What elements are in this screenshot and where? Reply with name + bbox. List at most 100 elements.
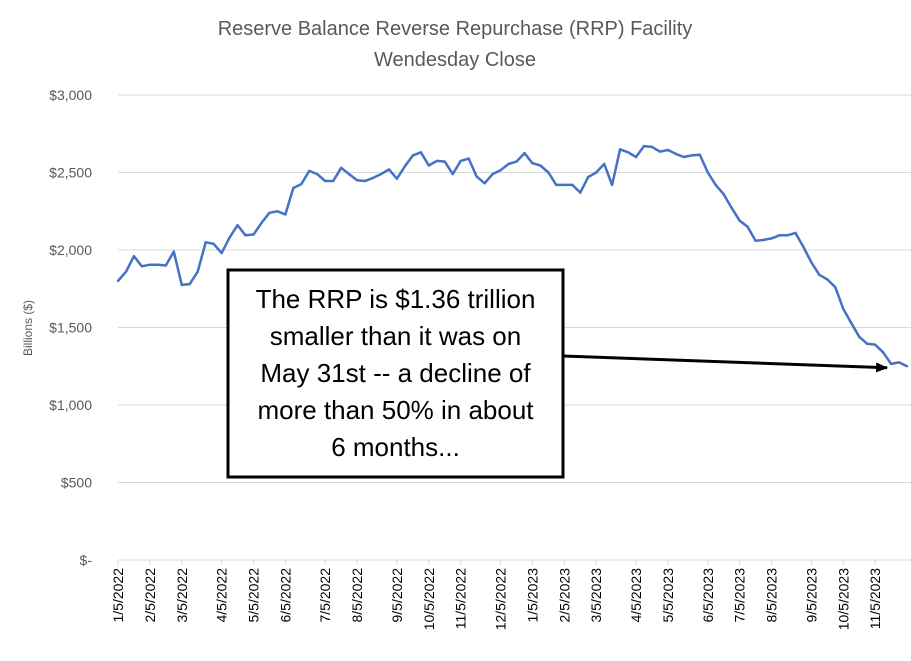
x-tick-label: 5/5/2023 bbox=[660, 568, 676, 623]
x-tick-label: 6/5/2022 bbox=[277, 568, 293, 623]
data-point bbox=[579, 191, 582, 194]
x-tick-label: 5/5/2022 bbox=[245, 568, 261, 623]
data-point bbox=[427, 164, 430, 167]
data-point bbox=[634, 155, 638, 159]
data-point bbox=[411, 154, 415, 157]
x-tick-label: 3/5/2022 bbox=[174, 568, 190, 623]
data-point bbox=[308, 169, 311, 173]
data-point bbox=[180, 283, 183, 287]
data-point bbox=[873, 343, 877, 346]
data-point bbox=[658, 150, 662, 153]
data-point bbox=[866, 342, 869, 345]
data-point bbox=[451, 172, 454, 176]
data-point bbox=[905, 365, 909, 368]
data-point bbox=[236, 224, 239, 227]
x-tick-label: 10/5/2022 bbox=[421, 568, 437, 630]
data-point bbox=[148, 263, 152, 266]
data-point bbox=[531, 162, 534, 165]
data-point bbox=[690, 154, 693, 157]
x-tick-label: 7/5/2023 bbox=[732, 568, 748, 623]
data-point bbox=[794, 231, 797, 235]
data-point bbox=[459, 159, 462, 163]
x-tick-label: 9/5/2022 bbox=[389, 568, 405, 623]
data-point bbox=[778, 234, 781, 237]
data-point bbox=[347, 172, 351, 176]
annotation-text-line: May 31st -- a decline of bbox=[260, 358, 531, 388]
data-point bbox=[260, 221, 263, 225]
data-point bbox=[563, 183, 566, 187]
annotation-box bbox=[226, 268, 565, 479]
x-tick-label: 12/5/2022 bbox=[493, 568, 509, 630]
data-point bbox=[156, 263, 159, 266]
data-point bbox=[300, 182, 303, 186]
data-point bbox=[881, 351, 885, 354]
data-point bbox=[268, 211, 271, 214]
y-tick-label: $500 bbox=[61, 475, 92, 491]
data-point bbox=[252, 233, 255, 236]
annotation-arrow bbox=[562, 354, 889, 373]
x-tick-label: 1/5/2022 bbox=[110, 568, 126, 623]
data-point bbox=[786, 234, 789, 237]
data-point bbox=[316, 172, 319, 176]
data-point bbox=[698, 153, 701, 156]
x-tick-label: 4/5/2022 bbox=[214, 568, 230, 623]
data-point bbox=[132, 255, 136, 258]
data-point bbox=[164, 264, 167, 267]
data-point bbox=[618, 148, 622, 151]
data-point bbox=[212, 242, 215, 245]
x-tick-label: 2/5/2023 bbox=[556, 568, 572, 623]
data-point bbox=[491, 172, 494, 176]
data-point bbox=[714, 183, 717, 187]
data-point bbox=[515, 160, 518, 163]
data-point bbox=[834, 286, 837, 289]
data-point bbox=[722, 193, 725, 196]
data-point bbox=[802, 245, 805, 249]
data-point bbox=[228, 236, 231, 239]
data-point bbox=[419, 151, 423, 154]
annotation-text-line: The RRP is $1.36 trillion bbox=[256, 284, 536, 314]
data-point bbox=[674, 152, 678, 156]
data-point bbox=[443, 160, 446, 163]
data-point bbox=[810, 261, 813, 264]
data-point bbox=[666, 148, 670, 152]
data-point bbox=[116, 279, 120, 283]
annotation-text-line: more than 50% in about bbox=[257, 395, 534, 425]
y-tick-label: $3,000 bbox=[49, 87, 92, 103]
data-point bbox=[475, 175, 478, 178]
data-point bbox=[387, 168, 391, 171]
x-tick-label: 2/5/2022 bbox=[142, 568, 158, 623]
y-axis-tick-labels: $- $500 $1,000 $1,500 $2,000 $2,500 $3,000 bbox=[49, 87, 92, 568]
data-point bbox=[204, 241, 207, 244]
data-point bbox=[746, 225, 749, 228]
data-point bbox=[395, 177, 399, 180]
data-point bbox=[403, 165, 407, 168]
data-point bbox=[324, 179, 327, 183]
x-tick-label: 9/5/2023 bbox=[803, 568, 819, 623]
data-point bbox=[220, 251, 223, 255]
y-tick-label: $1,500 bbox=[49, 320, 92, 336]
data-point bbox=[595, 171, 598, 174]
data-point bbox=[539, 164, 542, 167]
data-point bbox=[626, 151, 630, 154]
data-point bbox=[682, 155, 686, 159]
data-point bbox=[770, 237, 773, 240]
data-point bbox=[483, 182, 486, 185]
data-point bbox=[547, 171, 550, 174]
annotation-text-line: smaller than it was on bbox=[270, 321, 521, 351]
data-point bbox=[276, 210, 279, 213]
x-axis-tick-labels: 1/5/2022 2/5/2022 3/5/2022 4/5/2022 5/5/2022… bbox=[110, 560, 883, 630]
annotation-callout: The RRP is $1.36 trillion smaller than it… bbox=[226, 268, 889, 479]
x-tick-label: 4/5/2023 bbox=[628, 568, 644, 623]
data-point bbox=[730, 206, 733, 210]
data-point bbox=[818, 273, 821, 276]
data-point bbox=[762, 238, 765, 242]
data-point bbox=[858, 335, 861, 338]
data-point bbox=[371, 176, 375, 180]
data-point bbox=[897, 361, 901, 364]
x-tick-label: 6/5/2023 bbox=[700, 568, 716, 623]
data-point bbox=[587, 175, 590, 179]
data-point bbox=[340, 166, 343, 169]
data-point bbox=[826, 278, 829, 281]
data-point bbox=[467, 157, 470, 160]
